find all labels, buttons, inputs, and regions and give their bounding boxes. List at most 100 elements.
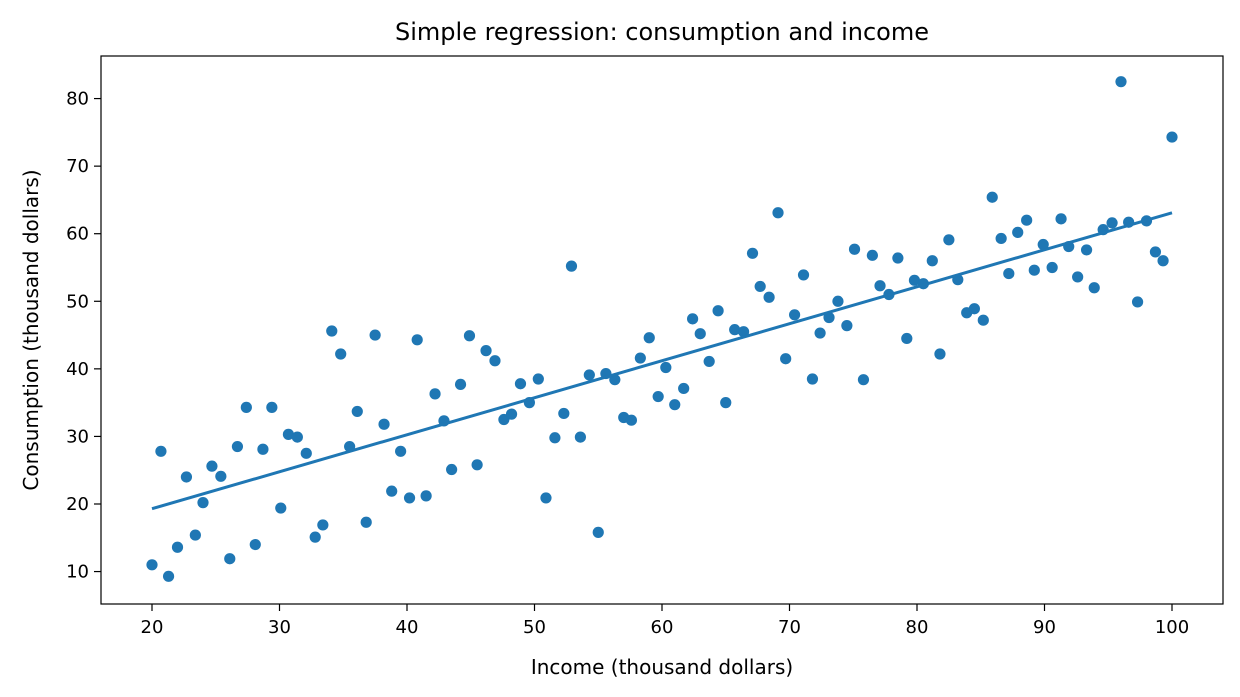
data-point (848, 243, 861, 255)
data-point (231, 440, 244, 453)
x-tick-label: 50 (523, 617, 546, 638)
data-point (712, 305, 724, 317)
data-point (395, 445, 407, 457)
data-point (943, 234, 955, 246)
data-point (583, 369, 595, 381)
data-point (146, 559, 158, 571)
data-point (257, 443, 269, 455)
data-point (197, 497, 209, 509)
chart-title: Simple regression: consumption and incom… (395, 18, 929, 46)
data-point (652, 390, 664, 403)
data-point (687, 313, 699, 325)
data-point (189, 529, 201, 541)
data-point (678, 382, 690, 395)
data-point (857, 374, 870, 386)
data-point (565, 260, 578, 272)
data-point (926, 255, 938, 267)
data-point (206, 460, 218, 472)
data-point (489, 355, 501, 367)
marks-layer (146, 76, 1178, 582)
data-point (240, 401, 252, 413)
y-tick-label: 60 (66, 224, 89, 245)
data-point (171, 541, 184, 553)
data-point (471, 459, 483, 471)
data-point (1131, 296, 1144, 308)
data-point (454, 378, 467, 390)
data-point (789, 309, 801, 321)
data-point (558, 407, 570, 420)
data-point (1157, 255, 1169, 267)
data-point (738, 326, 750, 338)
data-point (1055, 213, 1067, 225)
data-point (977, 314, 989, 326)
data-point (823, 311, 835, 324)
data-point (643, 332, 655, 344)
data-point (505, 408, 518, 420)
data-point (780, 353, 792, 365)
y-tick-label: 80 (66, 89, 89, 110)
data-point (574, 431, 587, 443)
data-point (1012, 226, 1024, 238)
data-point (968, 303, 980, 315)
data-point (1115, 76, 1127, 88)
data-point (155, 445, 167, 457)
data-point (291, 431, 303, 443)
data-point (309, 531, 321, 543)
data-point (282, 428, 295, 440)
data-point (351, 405, 363, 418)
data-point (694, 328, 706, 340)
data-point (317, 519, 329, 531)
data-point (763, 291, 775, 303)
data-point (249, 538, 261, 551)
data-point (1080, 244, 1093, 256)
data-point (300, 447, 312, 459)
x-tick-label: 20 (141, 617, 164, 638)
data-point (411, 334, 423, 346)
data-point (420, 490, 432, 502)
data-point (446, 463, 458, 476)
y-tick-label: 10 (66, 562, 89, 583)
data-point (224, 553, 236, 565)
x-tick-label: 70 (778, 617, 801, 638)
data-point (754, 280, 766, 293)
data-point (625, 414, 638, 426)
x-tick-label: 90 (1033, 617, 1056, 638)
x-tick-label: 80 (906, 617, 929, 638)
data-point (1028, 264, 1040, 276)
x-axis-label: Income (thousand dollars) (531, 655, 793, 679)
data-point (463, 330, 476, 342)
plot-frame (100, 55, 1224, 605)
data-point (986, 191, 998, 203)
x-tick-label: 100 (1155, 617, 1189, 638)
axes-layer: 20 30 40 50 60 70 80 90 100 10 20 30 40 50 60 70 80 (66, 89, 1189, 638)
data-point (549, 432, 561, 444)
data-point (429, 388, 441, 400)
data-point (1072, 271, 1084, 283)
data-point (1149, 246, 1162, 258)
data-point (275, 502, 287, 514)
data-point (729, 324, 741, 336)
y-tick-label: 70 (66, 156, 89, 177)
data-point (386, 485, 398, 497)
y-tick-label: 50 (66, 291, 89, 312)
data-point (403, 492, 416, 504)
data-point (360, 516, 372, 528)
data-point (995, 232, 1007, 245)
data-point (532, 373, 544, 385)
regression-line (151, 211, 1173, 511)
data-point (908, 274, 921, 286)
data-point (480, 345, 492, 357)
data-point (1003, 267, 1015, 280)
x-tick-label: 60 (651, 617, 674, 638)
data-point (592, 526, 604, 538)
data-point (1021, 214, 1033, 226)
data-point (514, 378, 527, 390)
data-point (703, 355, 715, 368)
data-point (1046, 261, 1058, 274)
data-point (934, 348, 946, 360)
data-point (720, 397, 732, 409)
data-point (326, 325, 338, 337)
data-point (832, 295, 844, 307)
data-point (1106, 217, 1118, 229)
